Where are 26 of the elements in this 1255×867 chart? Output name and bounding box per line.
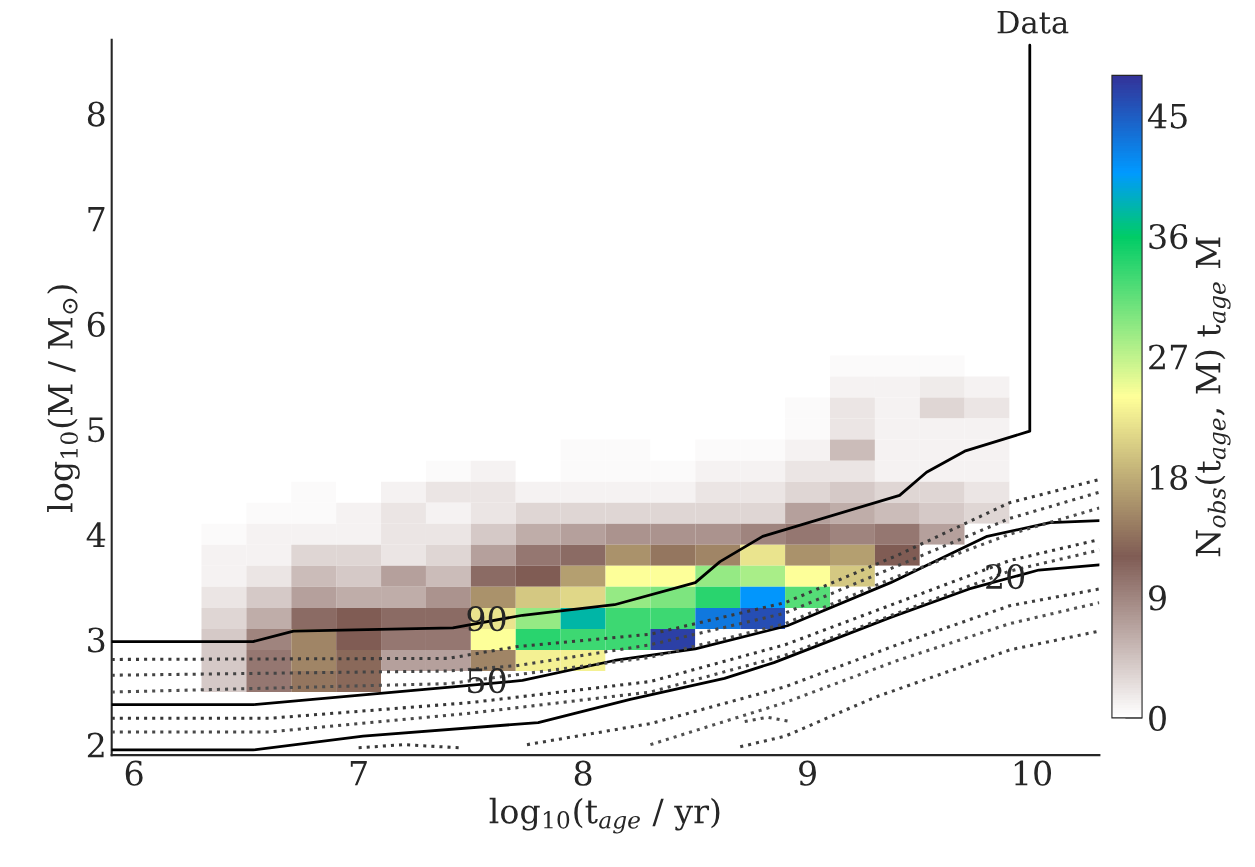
color-bar-label: 0 [1149, 705, 1166, 732]
y-tick-label: 3 [88, 627, 105, 653]
color-bar-label: 45 [1147, 103, 1187, 129]
color-bar-title: N$_{obs}$(t$_{age}$, M) t$_{age}$ M [1194, 237, 1231, 557]
line-series [738, 629, 1100, 749]
y-tick-label: 7 [88, 207, 105, 232]
y-tick-label: 6 [87, 311, 105, 338]
x-tick-label: 10 [1014, 760, 1052, 786]
color-bar-label: 9 [1149, 585, 1166, 611]
color-bar-label: 36 [1149, 223, 1188, 250]
y-axis-title: log$_{10}$(M / M$_{⊙}$) [47, 285, 80, 512]
y-tick-label: 5 [88, 417, 105, 443]
line-series [111, 43, 1032, 643]
line-series [111, 563, 1100, 752]
annotation: Data [997, 10, 1069, 34]
x-tick-label: 7 [350, 761, 367, 786]
y-tick-label: 4 [86, 522, 106, 547]
line-series [648, 601, 1100, 747]
color-bar-label: 18 [1150, 464, 1188, 491]
x-tick-label: 6 [125, 760, 143, 786]
color-bar-label: 27 [1149, 344, 1187, 370]
y-tick-label: 8 [87, 101, 105, 127]
x-tick-label: 8 [574, 760, 592, 786]
x-axis-title: log$_{10}$(t$_{age}$ / yr) [489, 797, 720, 834]
y-tick-label: 2 [87, 732, 104, 758]
x-tick-label: 9 [799, 760, 816, 786]
